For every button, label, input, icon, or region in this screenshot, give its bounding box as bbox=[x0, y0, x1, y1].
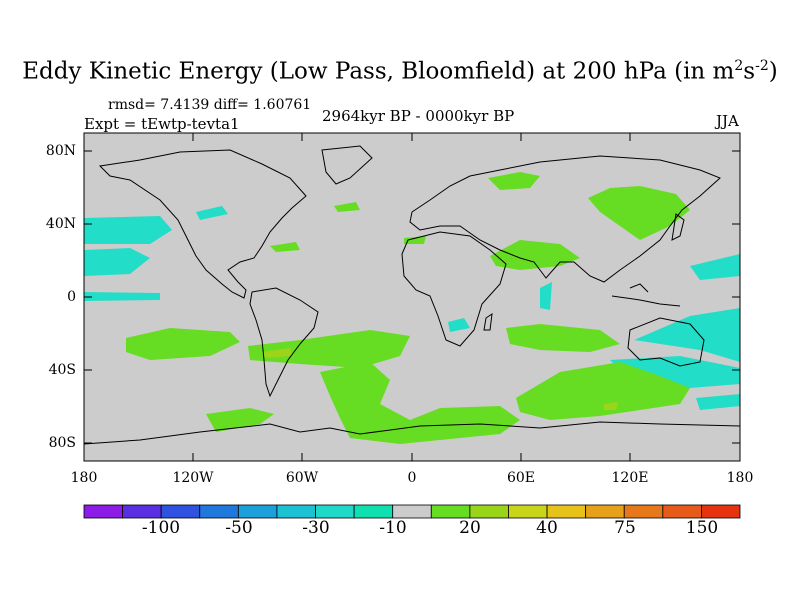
lon-ticks bbox=[192, 133, 631, 461]
lon-label-0: 0 bbox=[407, 470, 417, 486]
colorbar-label: 75 bbox=[614, 518, 636, 538]
colorbar-swatch bbox=[276, 504, 316, 519]
colorbar-swatch bbox=[701, 504, 741, 519]
lat-label-80n: 80N bbox=[45, 143, 76, 159]
lon-label-180e: 180 bbox=[726, 470, 754, 486]
colorbar-swatch bbox=[585, 504, 625, 519]
colorbar-swatch bbox=[160, 504, 201, 519]
period-label: 2964kyr BP - 0000kyr BP bbox=[322, 107, 515, 125]
lon-label-120w: 120W bbox=[172, 470, 214, 486]
lon-label-180w: 180 bbox=[70, 470, 98, 486]
colorbar-swatch bbox=[469, 504, 509, 519]
colorbar-swatch bbox=[122, 504, 162, 519]
colorbar-label: -10 bbox=[379, 518, 407, 538]
colorbar-swatch bbox=[83, 504, 123, 519]
colorbar-label: -100 bbox=[141, 518, 181, 538]
colorbar-swatch bbox=[623, 504, 664, 519]
lat-ticks bbox=[84, 150, 740, 444]
stats-text: rmsd= 7.4139 diff= 1.60761 bbox=[108, 97, 312, 113]
colorbar-label: -50 bbox=[225, 518, 253, 538]
weak-positive-patches bbox=[262, 348, 618, 410]
lon-label-60e: 60E bbox=[506, 470, 536, 486]
lat-label-40s: 40S bbox=[48, 362, 76, 378]
colorbar-swatch bbox=[315, 504, 355, 519]
experiment-label: Expt = tEwtp-tevta1 bbox=[84, 115, 240, 133]
colorbar-swatch bbox=[430, 504, 471, 519]
colorbar-label: 20 bbox=[459, 518, 481, 538]
map-title: Eddy Kinetic Energy (Low Pass, Bloomfiel… bbox=[22, 58, 778, 85]
colorbar-swatch bbox=[392, 504, 432, 519]
colorbar-swatch bbox=[546, 504, 587, 519]
lat-label-80s: 80S bbox=[48, 435, 76, 451]
lat-label-40n: 40N bbox=[45, 216, 76, 232]
colorbar-label: -30 bbox=[302, 518, 330, 538]
lat-label-0: 0 bbox=[67, 289, 76, 305]
positive-anomaly-regions bbox=[126, 172, 690, 444]
colorbar-label: 150 bbox=[685, 518, 719, 538]
colorbar-swatch bbox=[508, 504, 548, 519]
lon-label-120e: 120E bbox=[611, 470, 649, 486]
negative-anomaly-regions bbox=[84, 206, 740, 410]
colorbar-swatch bbox=[237, 504, 278, 519]
colorbar-swatch bbox=[199, 504, 239, 519]
map-background bbox=[84, 133, 740, 461]
coastlines bbox=[84, 145, 740, 445]
lon-label-60w: 60W bbox=[285, 470, 319, 486]
colorbar-label: 40 bbox=[536, 518, 558, 538]
colorbar-swatch bbox=[662, 504, 702, 519]
colorbar bbox=[83, 504, 741, 519]
season-label: JJA bbox=[716, 112, 739, 130]
colorbar-swatch bbox=[353, 504, 394, 519]
